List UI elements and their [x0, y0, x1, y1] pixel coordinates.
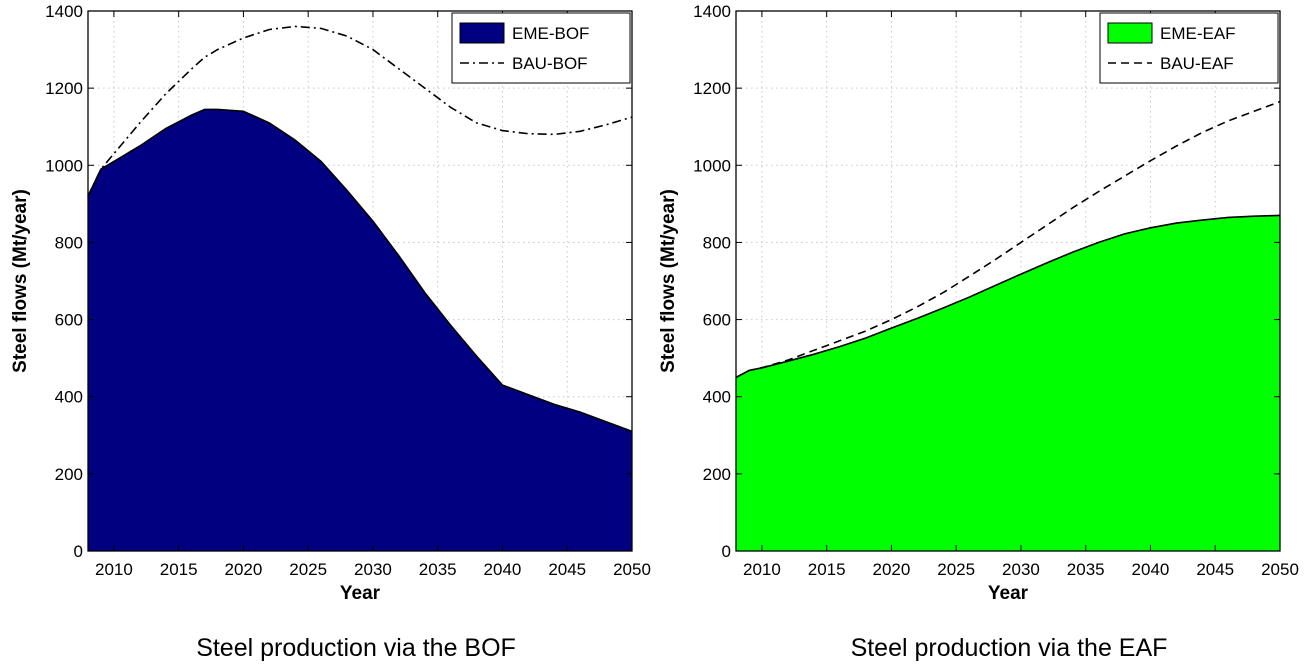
- bof-legend-swatch-eme-bof: [459, 22, 505, 44]
- bof-y-tick-label: 400: [55, 388, 83, 407]
- eaf-x-tick-label: 2050: [1261, 560, 1299, 579]
- bof-chart-caption: Steel production via the BOF: [196, 634, 516, 662]
- eaf-series-area-edge-eme-eaf: [735, 214, 1281, 379]
- eaf-y-tick-label: 1400: [693, 2, 731, 21]
- bof-series-line-bau-bof: [87, 25, 633, 197]
- bof-x-axis-label: Year: [340, 583, 381, 604]
- bof-y-axis-label: Steel flows (Mt/year): [10, 189, 31, 373]
- bof-legend-label-eme-bof: EME-BOF: [512, 24, 589, 43]
- eaf-legend-swatch-eme-eaf: [1107, 22, 1153, 44]
- bof-x-tick-label: 2040: [484, 560, 522, 579]
- bof-y-tick-label: 1000: [45, 156, 83, 175]
- eaf-y-tick-label: 400: [703, 388, 731, 407]
- eaf-x-tick-label: 2045: [1196, 560, 1234, 579]
- bof-y-tick-label: 200: [55, 465, 83, 484]
- bof-y-tick-label: 0: [74, 542, 83, 561]
- eaf-x-axis-label: Year: [988, 583, 1029, 604]
- eaf-x-tick-label: 2030: [1002, 560, 1040, 579]
- bof-y-tick-label: 1400: [45, 2, 83, 21]
- eaf-series-line-bau-eaf: [735, 100, 1281, 379]
- eaf-axes-frame: [735, 10, 1281, 552]
- bof-x-tick-label: 2035: [419, 560, 457, 579]
- bof-legend-label-bau-bof: BAU-BOF: [512, 54, 588, 73]
- eaf-y-tick-label: 800: [703, 233, 731, 252]
- eaf-y-tick-label: 1200: [693, 79, 731, 98]
- eaf-legend-label-eme-eaf: EME-EAF: [1160, 24, 1236, 43]
- eaf-chart-panel: 2010 2015 2020 2025 2030 2035 2040 2045 2050 0 200…: [658, 2, 1299, 662]
- eaf-chart-caption: Steel production via the EAF: [851, 634, 1168, 662]
- bof-x-tick-label: 2045: [548, 560, 586, 579]
- eaf-y-tick-label: 1000: [693, 156, 731, 175]
- bof-series-area-eme-bof: [88, 109, 632, 552]
- eaf-y-tick-label: 600: [703, 311, 731, 330]
- eaf-series-area-eme-eaf: [736, 215, 1280, 551]
- bof-x-tick-label: 2025: [289, 560, 327, 579]
- bof-x-tick-label: 2020: [225, 560, 263, 579]
- bof-y-tick-label: 800: [55, 233, 83, 252]
- bof-x-tick-label: 2010: [95, 560, 133, 579]
- bof-y-tick-label: 600: [55, 311, 83, 330]
- eaf-legend-label-bau-eaf: BAU-EAF: [1160, 54, 1234, 73]
- eaf-x-tick-label: 2015: [808, 560, 846, 579]
- bof-y-tick-label: 1200: [45, 79, 83, 98]
- eaf-x-tick-label: 2040: [1132, 560, 1170, 579]
- eaf-y-tick-label: 0: [722, 542, 731, 561]
- bof-axes-frame: [87, 10, 633, 552]
- bof-x-tick-label: 2030: [354, 560, 392, 579]
- bof-x-tick-label: 2050: [613, 560, 651, 579]
- eaf-x-tick-label: 2025: [937, 560, 975, 579]
- eaf-y-tick-label: 200: [703, 465, 731, 484]
- eaf-y-axis-label: Steel flows (Mt/year): [658, 189, 679, 373]
- bof-x-tick-label: 2015: [160, 560, 198, 579]
- eaf-x-tick-label: 2035: [1067, 560, 1105, 579]
- bof-chart-panel: 2010 2015 2020 2025 2030 2035 2040 2045 2050 0 200…: [10, 2, 651, 662]
- eaf-x-tick-label: 2010: [743, 560, 781, 579]
- eaf-x-tick-label: 2020: [873, 560, 911, 579]
- bof-series-area-edge-eme-bof: [87, 108, 633, 433]
